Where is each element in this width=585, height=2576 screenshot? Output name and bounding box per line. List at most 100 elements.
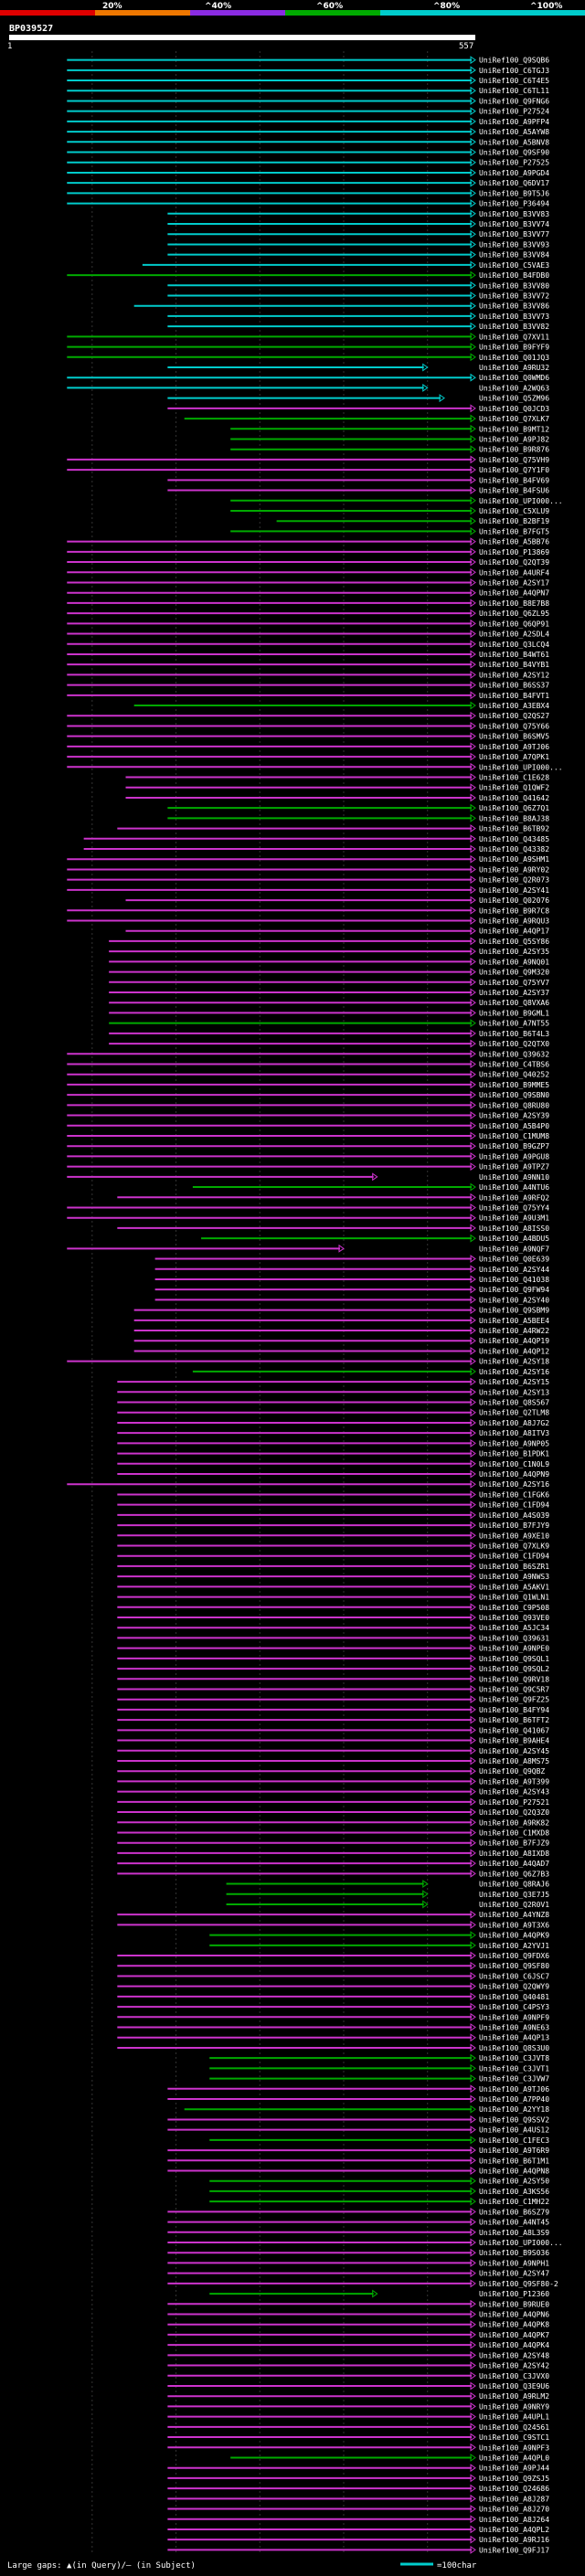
hit-row[interactable]: UniRef100_A2SY16: [192, 1367, 549, 1376]
hit-row[interactable]: UniRef100_Q8S567: [117, 1398, 549, 1407]
hit-row[interactable]: UniRef100_A2SY45: [117, 1746, 549, 1755]
hit-row[interactable]: UniRef100_A2SY13: [117, 1387, 549, 1396]
hit-label[interactable]: UniRef100_B3VV73: [479, 313, 549, 321]
hit-label[interactable]: UniRef100_Q43382: [479, 845, 549, 853]
hit-row[interactable]: UniRef100_C1N0L9: [117, 1459, 549, 1468]
hit-label[interactable]: UniRef100_A9RQU3: [479, 917, 549, 926]
hit-label[interactable]: UniRef100_A4BDU5: [479, 1235, 549, 1243]
hit-row[interactable]: UniRef100_Q6QP91: [67, 619, 549, 628]
hit-label[interactable]: UniRef100_B3VV86: [479, 302, 549, 311]
hit-label[interactable]: UniRef100_P36494: [479, 200, 549, 208]
hit-row[interactable]: UniRef100_B6T4L3: [109, 1029, 549, 1038]
hit-row[interactable]: UniRef100_A2SY17: [67, 578, 549, 587]
hit-row[interactable]: UniRef100_UPI000...: [167, 2238, 563, 2247]
hit-row[interactable]: UniRef100_A9RU32: [167, 363, 549, 372]
hit-label[interactable]: UniRef100_Q9SF90: [479, 149, 549, 157]
hit-label[interactable]: UniRef100_C1FD94: [479, 1501, 549, 1510]
hit-label[interactable]: UniRef100_C1N0L9: [479, 1460, 549, 1468]
hit-row[interactable]: UniRef100_A4BDU5: [201, 1234, 549, 1243]
hit-label[interactable]: UniRef100_B3VV83: [479, 210, 549, 218]
hit-row[interactable]: UniRef100_B6SZ79: [167, 2207, 549, 2216]
hit-label[interactable]: UniRef100_B6T4L3: [479, 1030, 549, 1038]
hit-row[interactable]: UniRef100_A9T3X6: [117, 1920, 549, 1929]
hit-row[interactable]: UniRef100_A2SY41: [67, 885, 549, 895]
hit-row[interactable]: UniRef100_A2SY42: [167, 2361, 549, 2370]
hit-row[interactable]: UniRef100_A4QPK9: [209, 1931, 549, 1940]
hit-label[interactable]: UniRef100_Q2QTX0: [479, 1040, 549, 1048]
hit-label[interactable]: UniRef100_A9SHM1: [479, 855, 549, 864]
hit-row[interactable]: UniRef100_Q3E7J5: [226, 1890, 550, 1899]
hit-row[interactable]: UniRef100_P27525: [67, 158, 549, 167]
hit-label[interactable]: UniRef100_Q9SQL2: [479, 1665, 549, 1673]
hit-label[interactable]: UniRef100_A5AKV1: [479, 1583, 549, 1591]
hit-row[interactable]: UniRef100_A4QPN9: [117, 1469, 549, 1479]
hit-label[interactable]: UniRef100_Q8RAJ6: [479, 1881, 549, 1889]
hit-label[interactable]: UniRef100_A9NP05: [479, 1439, 549, 1447]
hit-label[interactable]: UniRef100_Q2QS27: [479, 712, 549, 720]
hit-label[interactable]: UniRef100_A9T6R9: [479, 2147, 549, 2155]
hit-label[interactable]: UniRef100_A2SY17: [479, 578, 549, 587]
hit-row[interactable]: UniRef100_C6TGJ3: [67, 66, 549, 75]
hit-label[interactable]: UniRef100_A4QP12: [479, 1347, 549, 1355]
hit-label[interactable]: UniRef100_Q40252: [479, 1071, 549, 1079]
hit-row[interactable]: UniRef100_Q5SY86: [109, 937, 549, 946]
hit-row[interactable]: UniRef100_C1FEC3: [209, 2136, 549, 2145]
hit-row[interactable]: UniRef100_A4QPK8: [167, 2320, 549, 2329]
hit-row[interactable]: UniRef100_Q2QS27: [67, 711, 549, 720]
hit-label[interactable]: UniRef100_C1E628: [479, 774, 549, 782]
hit-row[interactable]: UniRef100_A9NQF7: [67, 1244, 549, 1253]
hit-row[interactable]: UniRef100_Q9SF90: [67, 148, 549, 157]
hit-row[interactable]: UniRef100_C1E628: [125, 773, 550, 782]
hit-row[interactable]: UniRef100_Q24686: [167, 2484, 549, 2493]
hit-row[interactable]: UniRef100_Q2R073: [67, 875, 549, 885]
hit-label[interactable]: UniRef100_A9U3M1: [479, 1214, 549, 1223]
hit-row[interactable]: UniRef100_B8AJ38: [167, 813, 549, 822]
hit-label[interactable]: UniRef100_B9R876: [479, 446, 549, 454]
hit-row[interactable]: UniRef100_A9NPH1: [167, 2258, 549, 2267]
hit-label[interactable]: UniRef100_A4QP19: [479, 1337, 549, 1345]
hit-label[interactable]: UniRef100_A8J264: [479, 2516, 549, 2524]
hit-label[interactable]: UniRef100_B3VV80: [479, 281, 549, 290]
hit-label[interactable]: UniRef100_Q2R0V1: [479, 1901, 549, 1909]
hit-label[interactable]: UniRef100_P27525: [479, 159, 549, 167]
hit-label[interactable]: UniRef100_A2SY47: [479, 2270, 549, 2278]
hit-row[interactable]: UniRef100_Q9SQL2: [117, 1664, 549, 1673]
hit-row[interactable]: UniRef100_B4VYB1: [67, 660, 549, 669]
hit-row[interactable]: UniRef100_A4QPK7: [167, 2330, 549, 2339]
hit-label[interactable]: UniRef100_Q0JCD3: [479, 405, 549, 413]
hit-row[interactable]: UniRef100_A9PGD4: [67, 168, 549, 177]
hit-label[interactable]: UniRef100_A2SY45: [479, 1747, 549, 1755]
hit-row[interactable]: UniRef100_Q9SF80-2: [167, 2279, 558, 2288]
hit-row[interactable]: UniRef100_A2SY37: [109, 988, 549, 997]
hit-row[interactable]: UniRef100_Q9SBN0: [67, 1090, 549, 1099]
hit-label[interactable]: UniRef100_A9TJ06: [479, 2085, 549, 2094]
hit-label[interactable]: UniRef100_B4VYB1: [479, 661, 549, 669]
hit-row[interactable]: UniRef100_Q6Z7Q1: [167, 803, 549, 812]
hit-row[interactable]: UniRef100_Q9FJ17: [167, 2545, 549, 2554]
hit-row[interactable]: UniRef100_Q2R0V1: [226, 1900, 550, 1909]
hit-label[interactable]: UniRef100_A9NPF3: [479, 2443, 549, 2452]
hit-label[interactable]: UniRef100_A5AYW8: [479, 128, 549, 136]
hit-label[interactable]: UniRef100_A4S039: [479, 1511, 549, 1520]
hit-label[interactable]: UniRef100_A9NPH1: [479, 2259, 549, 2267]
hit-label[interactable]: UniRef100_B7FGT5: [479, 527, 549, 535]
hit-label[interactable]: UniRef100_Q9ZSJ5: [479, 2475, 549, 2483]
hit-label[interactable]: UniRef100_B9S036: [479, 2249, 549, 2257]
hit-row[interactable]: UniRef100_Q40252: [67, 1070, 549, 1079]
hit-row[interactable]: UniRef100_Q43485: [83, 834, 550, 843]
hit-row[interactable]: UniRef100_B6SS37: [67, 681, 549, 690]
hit-label[interactable]: UniRef100_Q02076: [479, 896, 549, 905]
hit-row[interactable]: UniRef100_C6T4E5: [67, 76, 549, 85]
hit-row[interactable]: UniRef100_C6TL11: [67, 86, 549, 95]
hit-row[interactable]: UniRef100_B8E7B8: [67, 599, 549, 608]
hit-label[interactable]: UniRef100_Q9RV18: [479, 1675, 549, 1683]
hit-label[interactable]: UniRef100_Q01JQ3: [479, 354, 549, 362]
hit-label[interactable]: UniRef100_B6SMV5: [479, 733, 549, 741]
hit-label[interactable]: UniRef100_Q9FW94: [479, 1286, 549, 1294]
hit-row[interactable]: UniRef100_B3VV74: [167, 219, 549, 228]
hit-row[interactable]: UniRef100_Q9SQB6: [67, 56, 549, 65]
hit-label[interactable]: UniRef100_Q43485: [479, 835, 549, 843]
hit-row[interactable]: UniRef100_A5JC34: [117, 1623, 549, 1632]
hit-row[interactable]: UniRef100_B4FSU6: [167, 486, 549, 495]
hit-label[interactable]: UniRef100_B9MT12: [479, 425, 549, 433]
